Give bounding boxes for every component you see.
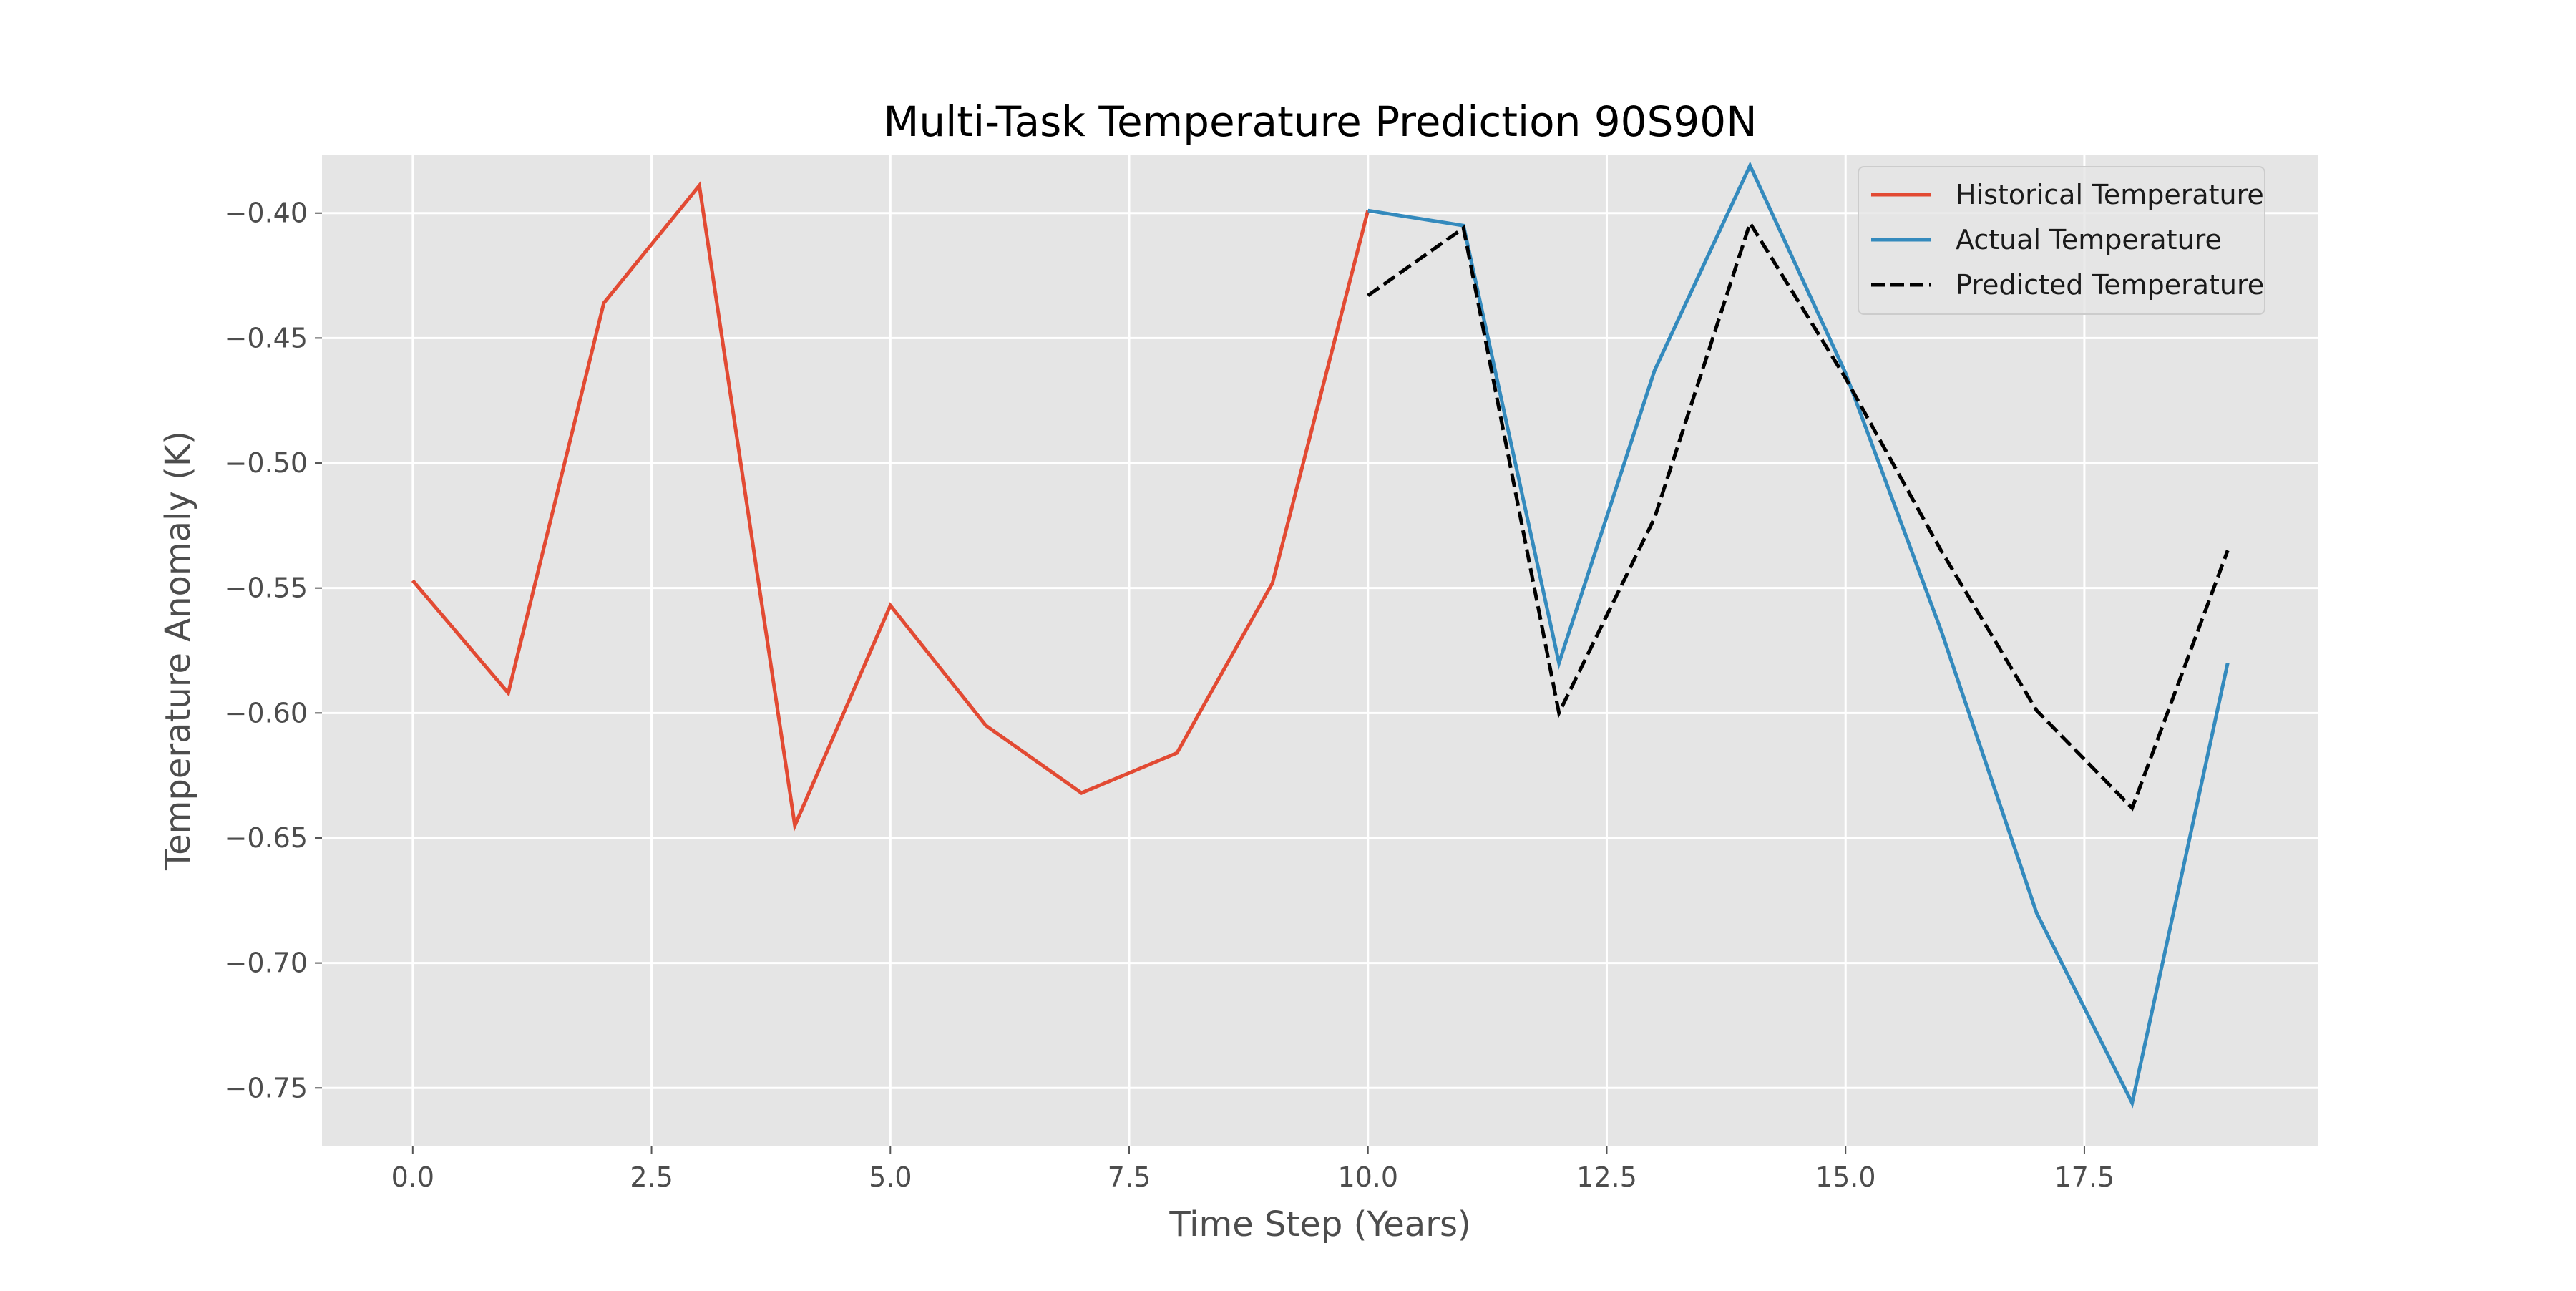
chart-title: Multi-Task Temperature Prediction 90S90N [883,97,1757,146]
series-line-predicted-temperature [1367,218,2230,812]
y-tick-label: −0.60 [225,697,308,729]
legend-box [1858,166,2265,315]
y-axis-title: Temperature Anomaly (K) [158,431,198,871]
legend-label: Historical Temperature [1956,179,2264,210]
y-tick-label: −0.40 [225,198,308,229]
x-tick-label: 10.0 [1337,1161,1398,1193]
x-tick-label: 15.0 [1815,1161,1876,1193]
y-tick-label: −0.50 [225,447,308,479]
x-axis-title: Time Step (Years) [1169,1204,1470,1244]
legend: Historical Temperature Actual Temperature… [1858,166,2265,315]
x-tick-label: 5.0 [869,1161,912,1193]
y-tick-label: −0.70 [225,947,308,979]
y-tick-label: −0.45 [225,322,308,354]
series-lines [411,161,2230,1109]
series-line-actual-temperature [1367,161,2230,1109]
grid-lines [315,155,2318,1154]
x-tick-label: 12.5 [1576,1161,1637,1193]
plot-background [322,155,2318,1146]
series-line-historical-temperature [411,181,1370,832]
legend-label: Actual Temperature [1956,224,2222,255]
legend-label: Predicted Temperature [1956,269,2264,301]
y-tick-label: −0.75 [225,1072,308,1104]
y-tick-label: −0.65 [225,822,308,854]
x-tick-label: 17.5 [2054,1161,2115,1193]
x-tick-label: 0.0 [391,1161,434,1193]
tick-labels: 0.0 2.5 5.0 7.5 10.0 12.5 15.0 17.5 −0.40 −0.45 −0… [225,198,2115,1193]
x-tick-label: 7.5 [1108,1161,1151,1193]
x-tick-label: 2.5 [630,1161,673,1193]
y-tick-label: −0.55 [225,573,308,604]
